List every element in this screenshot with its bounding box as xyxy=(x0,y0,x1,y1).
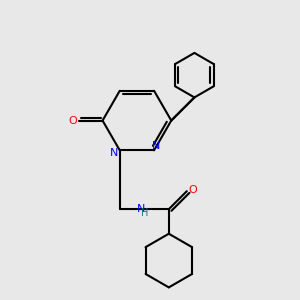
Text: N: N xyxy=(152,141,160,152)
Text: O: O xyxy=(188,184,197,195)
Text: N: N xyxy=(137,203,145,214)
Text: H: H xyxy=(141,208,148,218)
Text: O: O xyxy=(69,116,77,126)
Text: N: N xyxy=(110,148,119,158)
